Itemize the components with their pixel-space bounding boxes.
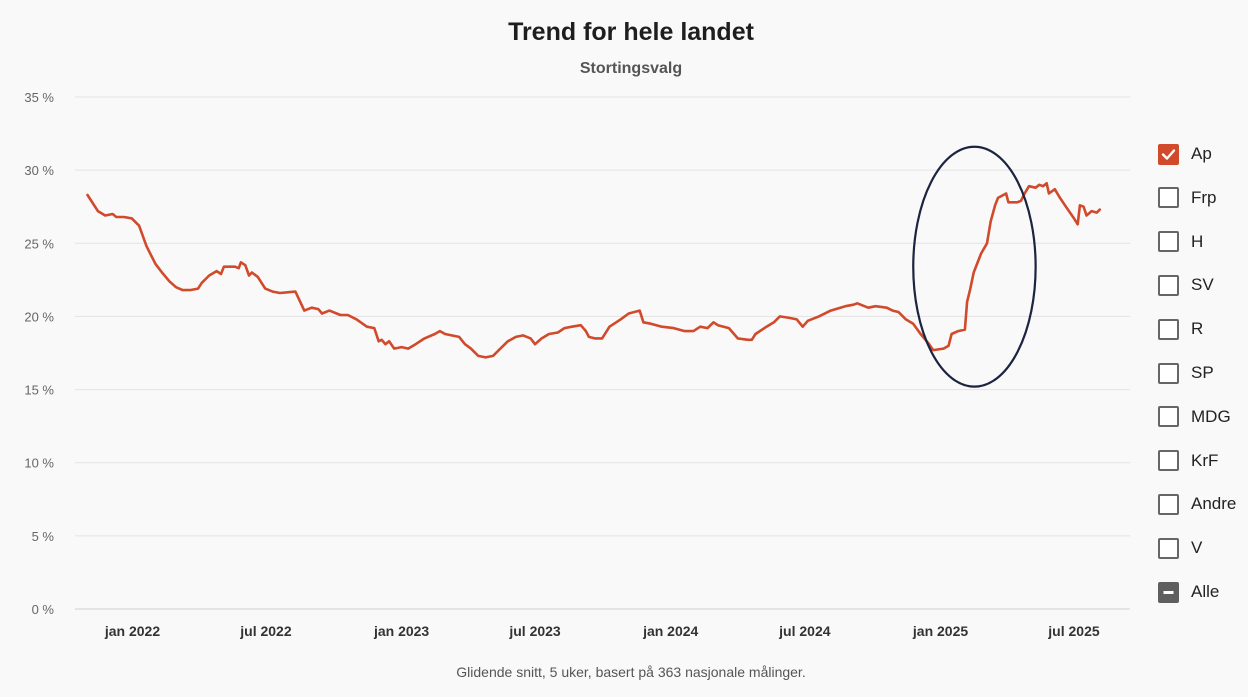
checkbox-empty-icon[interactable] — [1158, 362, 1179, 384]
x-tick-label: jul 2024 — [778, 623, 831, 639]
highlight-ellipse — [912, 145, 1037, 388]
legend-label: V — [1191, 538, 1203, 558]
y-tick-label: 15 % — [24, 383, 54, 398]
legend-item-andre[interactable]: Andre — [1158, 489, 1248, 519]
legend-label: R — [1191, 319, 1204, 339]
checkbox-empty-icon[interactable] — [1158, 406, 1179, 428]
legend-item-sp[interactable]: SP — [1158, 358, 1248, 388]
legend-label: Ap — [1191, 144, 1212, 163]
legend-item-krf[interactable]: KrF — [1158, 446, 1248, 476]
legend-item-h[interactable]: H — [1158, 227, 1248, 257]
legend-label: Andre — [1191, 494, 1237, 514]
y-tick-label: 35 % — [24, 90, 54, 105]
checkbox-empty-icon[interactable] — [1158, 318, 1179, 340]
checkbox-indeterminate-icon[interactable] — [1158, 581, 1179, 603]
legend-label: H — [1191, 231, 1204, 251]
x-tick-label: jul 2022 — [239, 623, 292, 639]
legend-item-v[interactable]: V — [1158, 533, 1248, 563]
x-tick-label: jan 2025 — [912, 623, 968, 639]
line-chart: 35 %30 %25 %20 %15 %10 %5 %0 % jan 2022 j… — [24, 90, 1130, 639]
chart-title: Trend for hele landet — [508, 18, 754, 46]
checkbox-empty-icon[interactable] — [1158, 231, 1179, 253]
y-tick-label: 20 % — [24, 309, 54, 324]
checkbox-checked-icon[interactable] — [1158, 143, 1179, 165]
chart-footnote: Glidende snitt, 5 uker, basert på 363 na… — [456, 664, 806, 680]
checkbox-empty-icon[interactable] — [1158, 450, 1179, 472]
legend-item-alle[interactable]: Alle — [1158, 577, 1248, 607]
x-tick-label: jul 2025 — [1047, 623, 1100, 639]
y-tick-label: 0 % — [32, 602, 55, 617]
x-tick-label: jan 2023 — [373, 623, 429, 639]
annotation-layer — [912, 145, 1037, 388]
legend-item-r[interactable]: R — [1158, 314, 1248, 344]
legend-label: MDG — [1191, 406, 1231, 426]
series-line-ap — [86, 182, 1102, 359]
y-tick-label: 25 % — [24, 236, 54, 251]
x-tick-label: jan 2022 — [104, 623, 160, 639]
checkbox-empty-icon[interactable] — [1158, 274, 1179, 296]
checkbox-empty-icon[interactable] — [1158, 187, 1179, 209]
legend-label: Frp — [1191, 187, 1217, 207]
legend-label: Alle — [1191, 582, 1220, 601]
checkbox-empty-icon[interactable] — [1158, 537, 1179, 559]
legend-label: KrF — [1191, 450, 1219, 470]
y-tick-label: 30 % — [24, 163, 54, 178]
legend-label: SV — [1191, 275, 1214, 295]
series-layer — [86, 182, 1102, 359]
gridlines — [75, 96, 1130, 610]
legend-label: SP — [1191, 363, 1214, 382]
legend-item-mdg[interactable]: MDG — [1158, 402, 1248, 432]
legend-item-sv[interactable]: SV — [1158, 270, 1248, 300]
y-axis-ticks: 35 % 30 % 25 % 20 % 15 % 10 % 5 % 0 % — [24, 90, 54, 617]
x-tick-label: jul 2023 — [508, 623, 561, 639]
y-tick-label: 5 % — [32, 529, 55, 544]
legend-item-ap[interactable]: Ap — [1158, 139, 1248, 169]
checkbox-empty-icon[interactable] — [1158, 493, 1179, 515]
x-tick-label: jan 2024 — [642, 623, 698, 639]
legend-item-frp[interactable]: Frp — [1158, 183, 1248, 213]
chart-subtitle: Stortingsvalg — [579, 60, 683, 77]
x-axis-ticks: jan 2022 jul 2022 jan 2023 jul 2023 jan 2024… — [104, 623, 1100, 639]
y-tick-label: 10 % — [24, 456, 54, 471]
